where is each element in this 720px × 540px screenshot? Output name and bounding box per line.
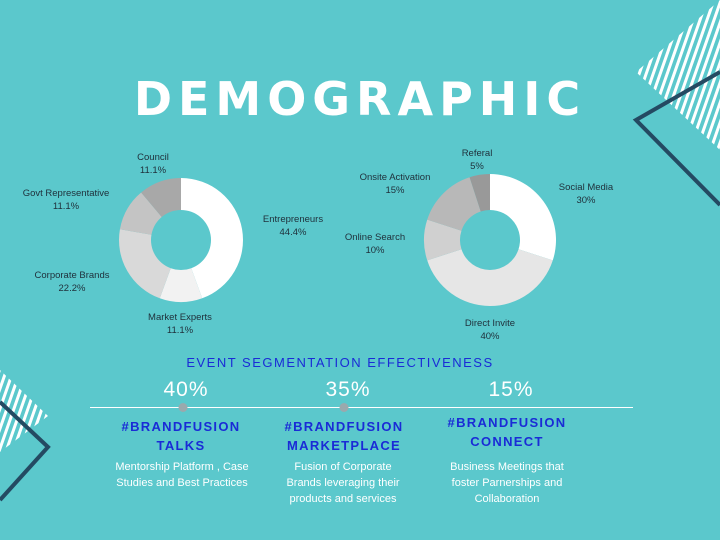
donut-slice-referal: [469, 174, 490, 212]
donut-slice-social-media: [490, 174, 556, 261]
slice-label-market-experts: Market Experts 11.1%: [148, 312, 212, 336]
slice-label-entrepreneurs: Entrepreneurs 44.4%: [262, 214, 324, 238]
marketplace-name: #BRANDFUSION MARKETPLACE: [284, 419, 404, 453]
donut-slice-online-search: [423, 219, 462, 261]
segmentation-title: EVENT SEGMENTATION EFFECTIVENESS: [186, 355, 494, 370]
chevron-decoration-bottom-left: [0, 400, 51, 502]
slice-label-referal: Referal 5%: [461, 148, 493, 172]
donut-chart-audience: [119, 178, 244, 302]
donut-slice-market-experts: [159, 268, 203, 302]
slice-label-direct-invite: Direct Invite 40%: [464, 318, 516, 342]
donut-slice-corporate-brands: [119, 229, 171, 299]
connect-description: Business Meetings that foster Parnership…: [450, 461, 564, 505]
slice-label-online-search: Online Search 10%: [344, 232, 406, 256]
donut-chart-channels: [423, 174, 556, 306]
marketplace-percent: 35%: [325, 378, 371, 401]
timeline-marker-marketplace: [339, 403, 349, 412]
talks-name: #BRANDFUSION TALKS: [121, 419, 241, 453]
talks-percent: 40%: [163, 378, 209, 401]
page-title: DEMOGRAPHIC: [133, 72, 587, 126]
connect-name: #BRANDFUSION CONNECT: [447, 415, 567, 449]
donut-slice-entrepreneurs: [181, 178, 244, 299]
donut-slice-council: [141, 178, 181, 218]
slice-label-onsite-activation: Onsite Activation 15%: [359, 172, 431, 196]
donut-slice-govt-representative: [119, 192, 162, 235]
timeline-marker-talks: [178, 403, 188, 412]
timeline-line: [90, 407, 633, 408]
slice-label-corporate-brands: Corporate Brands 22.2%: [34, 270, 110, 294]
slice-label-council: Council 11.1%: [137, 152, 169, 176]
marketplace-description: Fusion of Corporate Brands leveraging th…: [286, 461, 400, 505]
slice-label-govt-representative: Govt Representative 11.1%: [22, 188, 110, 212]
connect-percent: 15%: [488, 378, 534, 401]
donut-slice-onsite-activation: [427, 177, 481, 231]
donut-slice-direct-invite: [427, 249, 553, 306]
slice-label-social-media: Social Media 30%: [558, 182, 614, 206]
talks-description: Mentorship Platform , Case Studies and B…: [115, 461, 249, 489]
chevron-decoration-top-right: [632, 70, 720, 207]
